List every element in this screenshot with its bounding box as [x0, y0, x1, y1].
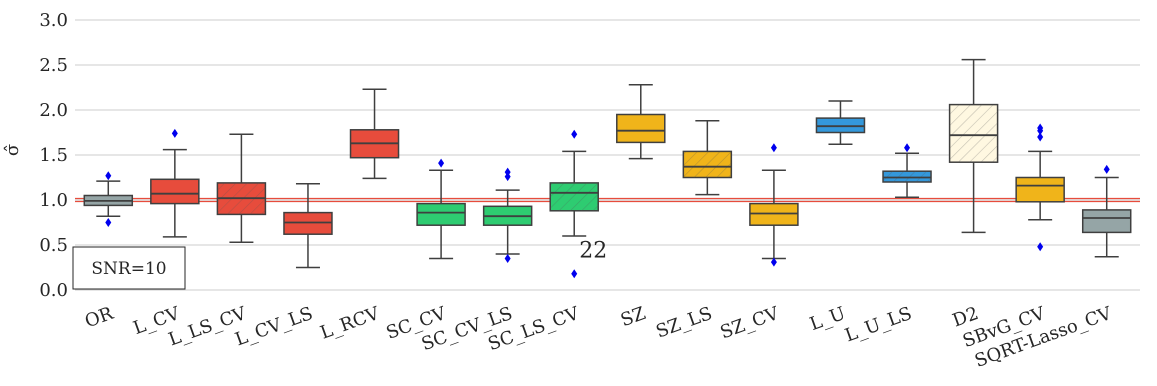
- outlier-point: [105, 218, 112, 227]
- outlier-point: [438, 158, 445, 168]
- y-tick-label: 2.0: [39, 100, 68, 121]
- box-hatch: [949, 104, 998, 163]
- snr-legend-box: [72, 246, 186, 290]
- box-l-cv-ls: [283, 183, 333, 269]
- box-sc-cv-ls: [482, 167, 533, 263]
- outlier-point: [770, 143, 777, 153]
- x-tick-label: L_U: [807, 303, 848, 335]
- y-tick-label: 3.0: [39, 10, 68, 31]
- box-l-u: [815, 100, 866, 145]
- outlier-point: [1037, 132, 1044, 142]
- x-tick-label: L_RCV: [317, 303, 383, 344]
- box-hatch: [683, 151, 732, 178]
- box-l-rcv: [349, 88, 400, 180]
- box-l-cv: [150, 128, 200, 238]
- box-l-ls-cv: [216, 133, 267, 244]
- x-tick-label: SZ_CV: [717, 303, 782, 344]
- box-sqrt-lasso-cv: [1081, 164, 1132, 258]
- box-body: [283, 211, 333, 235]
- box-sbvg-cv: [1015, 123, 1065, 252]
- y-tick-label: 2.5: [39, 55, 68, 76]
- box-or: [83, 171, 134, 227]
- x-tick-label: SZ: [618, 303, 649, 331]
- box-sz-cv: [749, 143, 799, 267]
- x-tick-label: L_U_LS: [842, 303, 914, 346]
- x-tick-label: OR: [82, 303, 116, 333]
- box-sz-ls: [682, 120, 733, 196]
- box-sz: [616, 84, 666, 160]
- outlier-point: [904, 143, 911, 153]
- y-axis-label: σ̂: [2, 144, 23, 156]
- box-body: [1081, 209, 1132, 234]
- outlier-point: [504, 167, 511, 177]
- box-d2: [948, 58, 999, 234]
- x-tick-label: SZ_LS: [653, 303, 715, 343]
- box-l-u-ls: [882, 143, 932, 199]
- y-tick-label: 1.5: [39, 145, 68, 166]
- outlier-annotation: 22: [579, 239, 607, 264]
- snr-legend-text: SNR=10: [91, 259, 166, 279]
- outlier-point: [571, 129, 578, 139]
- box-body: [416, 202, 466, 226]
- box-body: [1015, 176, 1065, 203]
- outlier-point: [770, 257, 777, 267]
- y-tick-label: 0.0: [39, 280, 68, 301]
- boxes: [83, 58, 1132, 279]
- outlier-point: [504, 254, 511, 263]
- snr-legend: SNR=10: [72, 246, 186, 290]
- box-sc-cv: [416, 158, 466, 260]
- outlier-point: [1037, 123, 1044, 133]
- x-tick-labels: OR L_CVL_LS_CVL_CV_LS L_RCV SC_CVSC_CV_LSSC…: [82, 303, 1115, 372]
- y-tick-label: 1.0: [39, 190, 68, 211]
- outlier-point: [105, 171, 112, 181]
- box-body: [616, 113, 666, 144]
- box-hatch: [550, 182, 599, 211]
- y-tick-label: 0.5: [39, 235, 68, 256]
- x-tick-label: L_CV_LS: [232, 303, 315, 350]
- outlier-point: [571, 269, 578, 279]
- outlier-point: [171, 128, 178, 138]
- box-body: [150, 178, 200, 205]
- outlier-point: [1037, 242, 1044, 252]
- y-tick-labels: 0.0 0.5 1.0 1.5 2.0 2.5 3.0: [39, 10, 68, 301]
- outlier-point: [1103, 164, 1110, 174]
- box-body: [749, 202, 799, 226]
- box-sc-ls-cv: [549, 129, 599, 279]
